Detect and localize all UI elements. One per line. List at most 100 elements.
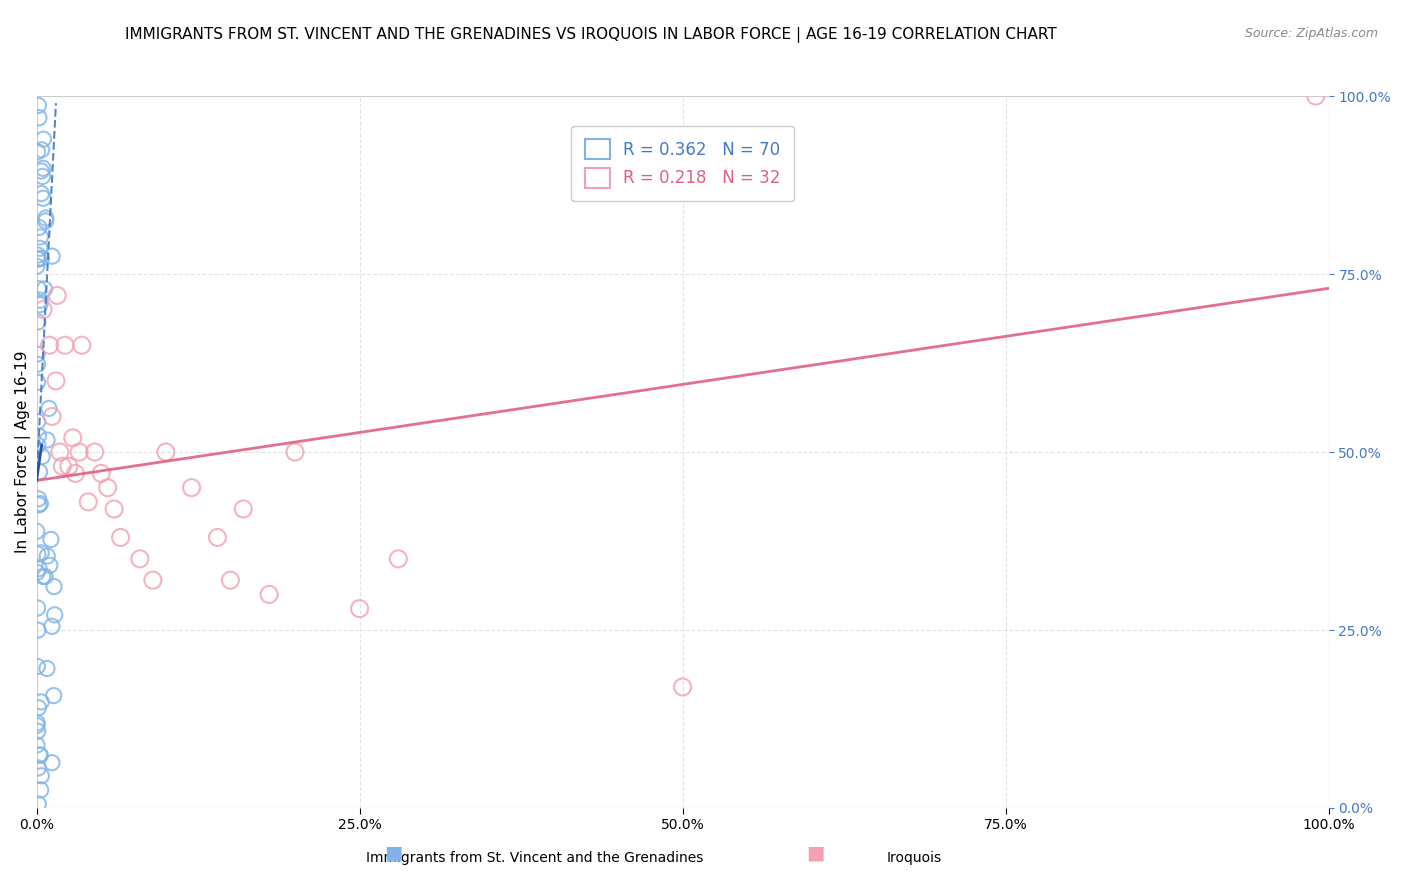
Point: [27, 700, 49, 714]
Point: [27, 252, 49, 267]
Point: [30, 695, 52, 709]
Point: [34, 569, 56, 583]
Point: [30, 293, 52, 308]
Point: [27, 282, 49, 296]
Point: [30, 252, 52, 266]
Point: [35, 661, 58, 675]
Point: [38, 338, 60, 352]
Point: [53, 338, 76, 352]
Point: [25, 718, 48, 732]
Point: [39, 533, 62, 547]
Point: [27, 491, 49, 506]
Point: [38, 401, 60, 416]
Point: [31, 143, 53, 157]
Point: [83, 445, 105, 459]
Y-axis label: In Labor Force | Age 16-19: In Labor Force | Age 16-19: [15, 351, 31, 553]
Point: [207, 531, 229, 545]
Point: [34, 214, 56, 228]
Point: [349, 601, 371, 615]
Text: Iroquois: Iroquois: [886, 851, 942, 865]
Point: [25, 524, 48, 539]
Point: [27, 761, 49, 775]
Point: [103, 502, 125, 516]
Point: [37, 549, 59, 563]
Point: [45, 374, 67, 388]
Point: [25, 738, 48, 752]
Point: [27, 98, 49, 112]
Point: [32, 191, 55, 205]
Point: [27, 438, 49, 452]
Point: [34, 282, 56, 296]
Point: [58, 459, 80, 474]
Point: [27, 724, 49, 739]
Point: [219, 573, 242, 587]
Point: [30, 546, 52, 560]
Text: ■: ■: [384, 844, 404, 863]
Point: [25, 260, 48, 274]
Point: [155, 445, 177, 459]
Point: [28, 220, 51, 235]
Point: [42, 689, 65, 703]
Point: [42, 580, 65, 594]
Point: [41, 249, 63, 263]
Point: [41, 756, 63, 770]
Point: [30, 164, 52, 178]
Point: [27, 623, 49, 637]
Text: Source: ZipAtlas.com: Source: ZipAtlas.com: [1244, 27, 1378, 40]
Point: [232, 502, 254, 516]
Point: [32, 132, 55, 146]
Legend: R = 0.362   N = 70, R = 0.218   N = 32: R = 0.362 N = 70, R = 0.218 N = 32: [571, 126, 794, 202]
Point: [31, 450, 53, 464]
Point: [129, 551, 152, 566]
Point: [31, 169, 53, 184]
Point: [35, 433, 58, 447]
Point: [44, 607, 66, 622]
Point: [62, 431, 84, 445]
Point: [30, 186, 52, 201]
Point: [28, 298, 51, 312]
Point: [67, 445, 90, 459]
Point: [27, 601, 49, 615]
Point: [28, 111, 51, 125]
Point: [32, 161, 55, 176]
Point: [27, 659, 49, 673]
Point: [25, 347, 48, 361]
Point: [32, 302, 55, 317]
Point: [27, 252, 49, 266]
Point: [284, 445, 307, 459]
Point: [25, 566, 48, 580]
Point: [30, 748, 52, 763]
Point: [35, 211, 58, 225]
Point: [90, 467, 112, 481]
Point: [30, 497, 52, 511]
Point: [180, 481, 202, 495]
Point: [27, 357, 49, 371]
Point: [142, 573, 165, 587]
Point: [28, 241, 51, 255]
Point: [65, 467, 87, 481]
Point: [28, 498, 51, 512]
Point: [77, 495, 100, 509]
Point: [49, 445, 72, 459]
Point: [32, 569, 55, 583]
Point: [28, 465, 51, 479]
Point: [671, 680, 693, 694]
Point: [387, 551, 409, 566]
Point: [41, 619, 63, 633]
Point: [27, 429, 49, 443]
Point: [257, 587, 280, 601]
Point: [70, 338, 93, 352]
Text: IMMIGRANTS FROM ST. VINCENT AND THE GRENADINES VS IROQUOIS IN LABOR FORCE | AGE : IMMIGRANTS FROM ST. VINCENT AND THE GREN…: [125, 27, 1056, 43]
Point: [27, 248, 49, 262]
Point: [27, 145, 49, 159]
Text: ■: ■: [806, 844, 825, 863]
Point: [30, 769, 52, 783]
Point: [27, 547, 49, 561]
Point: [51, 459, 73, 474]
Point: [97, 481, 120, 495]
Point: [27, 376, 49, 390]
Point: [27, 315, 49, 329]
Point: [25, 715, 48, 730]
Point: [30, 783, 52, 797]
Point: [1305, 89, 1327, 103]
